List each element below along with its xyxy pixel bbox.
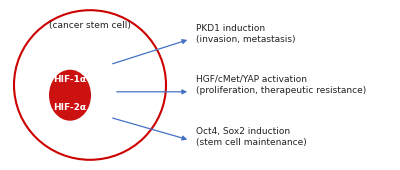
- Text: HIF-2α: HIF-2α: [54, 104, 86, 112]
- Text: HGF/cMet/YAP activation
(proliferation, therapeutic resistance): HGF/cMet/YAP activation (proliferation, …: [196, 75, 366, 95]
- Ellipse shape: [14, 10, 166, 160]
- Ellipse shape: [49, 70, 91, 121]
- Text: HIF-1α: HIF-1α: [54, 75, 86, 83]
- Text: Oct4, Sox2 induction
(stem cell maintenance): Oct4, Sox2 induction (stem cell maintena…: [196, 127, 307, 147]
- Text: PKD1 induction
(invasion, metastasis): PKD1 induction (invasion, metastasis): [196, 24, 296, 44]
- Text: (cancer stem cell): (cancer stem cell): [49, 21, 131, 30]
